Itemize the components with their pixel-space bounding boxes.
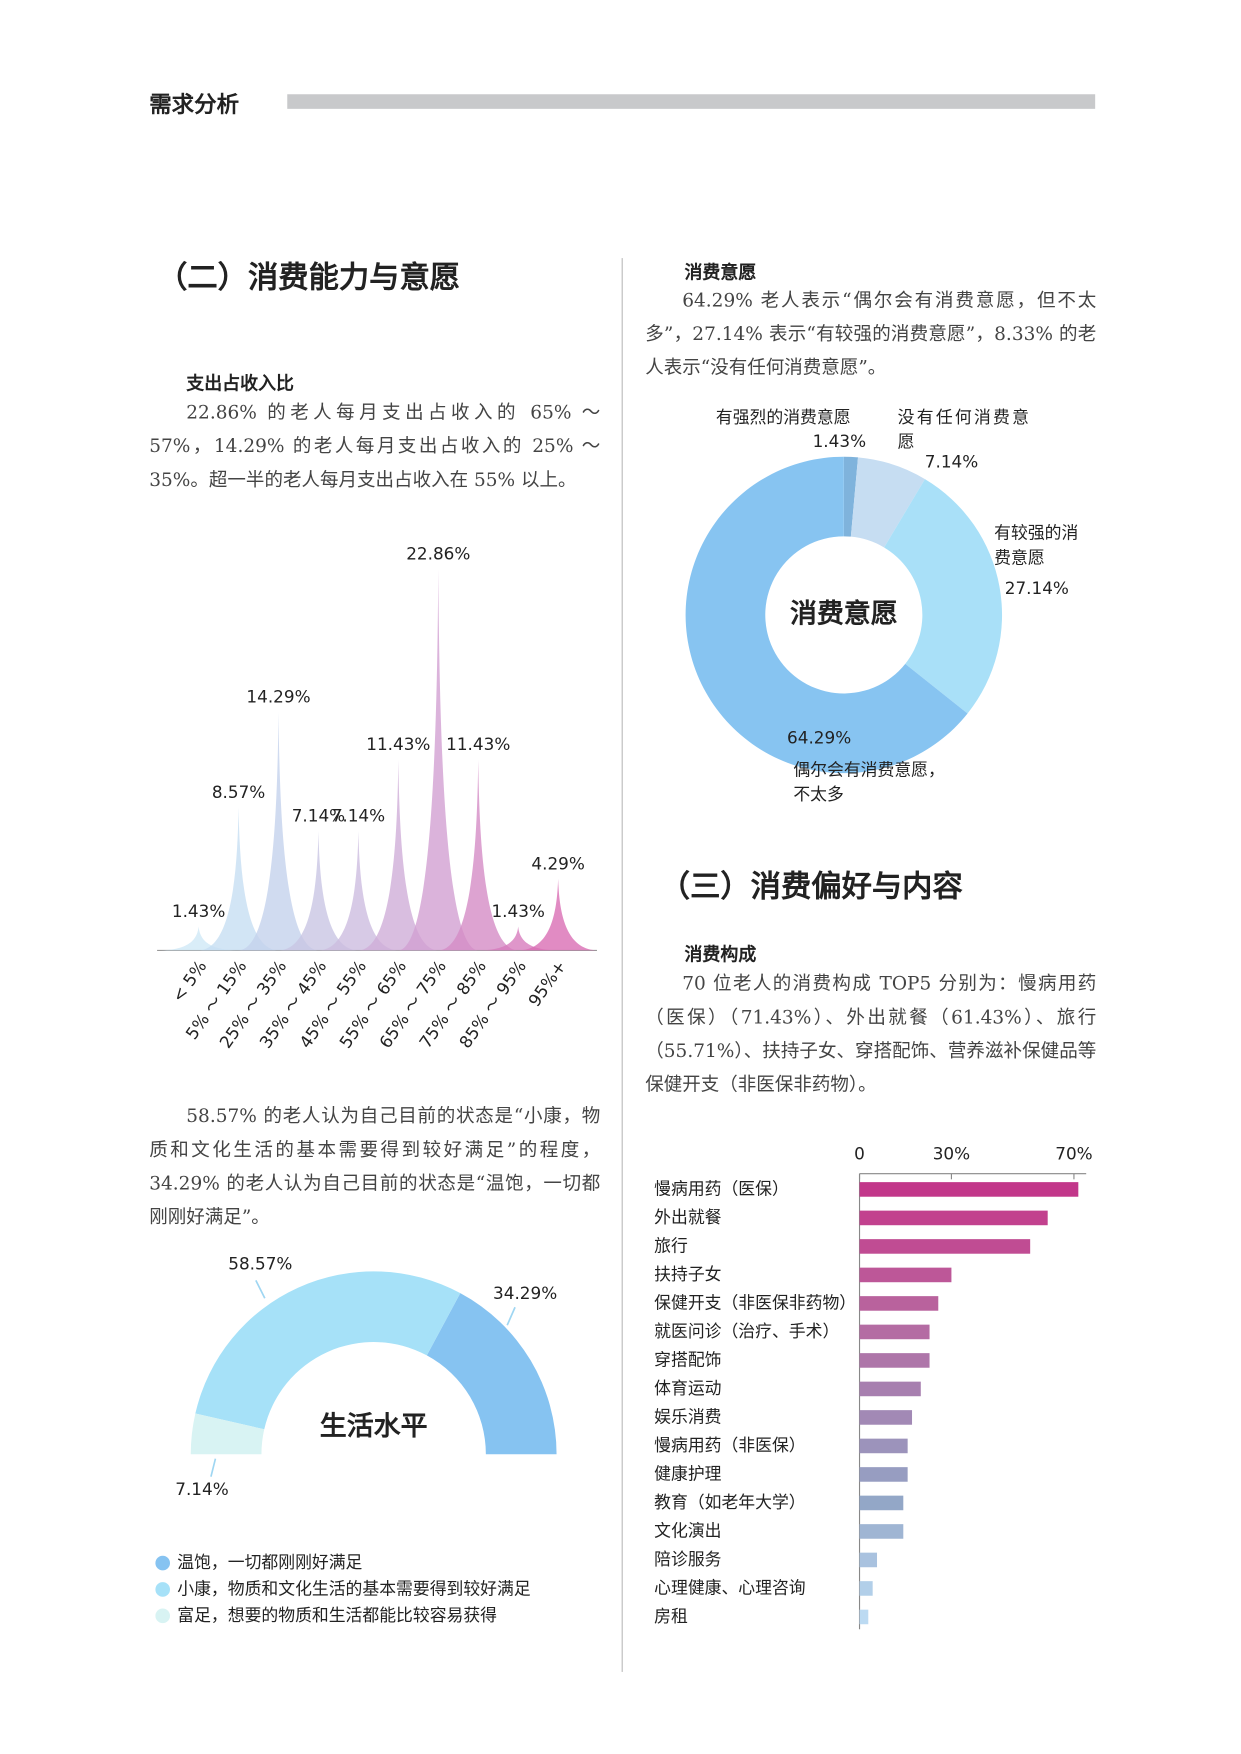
spike [238,711,319,951]
value-label: 1.43% [813,431,866,451]
value-label: 64.29% [787,727,851,747]
y-tick-label: 陪诊服务 [654,1549,721,1569]
y-tick-label: 穿搭配饰 [654,1349,721,1369]
y-tick-label: 外出就餐 [654,1207,721,1227]
bar [859,1210,1048,1226]
y-tick-label: 慢病用药（医保） [654,1178,789,1198]
x-tick-label: 95%+ [524,956,570,1010]
bar [859,1524,904,1539]
bar [859,1182,1079,1197]
bar [859,1324,930,1340]
paragraph: 58.57% 的老人认为自己目前的状态是“小康，物质和文化生活的基本需要得到较好… [149,1105,601,1228]
donut-slice [685,456,968,774]
x-tick-label: 30% [933,1144,970,1164]
value-label: 27.14% [1005,578,1069,598]
legend-swatch [155,1582,170,1597]
y-tick-label: 慢病用药（非医保） [654,1435,805,1455]
value-label: 4.29% [531,853,584,873]
bar [859,1381,921,1397]
bar [859,1552,878,1568]
paragraph: 64.29% 老人表示“偶尔会有消费意愿，但不太多”，27.14% 表示“有较强… [645,289,1097,379]
x-tick-label: 70% [1055,1144,1092,1164]
y-tick-label: 娱乐消费 [654,1406,721,1426]
value-label: 7.14% [332,806,385,826]
value-label: 7.14% [925,451,978,471]
header-title: 需求分析 [149,90,240,118]
bar [859,1267,952,1283]
gauge-segment [190,1413,265,1455]
value-label: 14.29% [246,686,310,706]
y-tick-label: 教育（如老年大学） [654,1492,805,1512]
subtitle: 支出占收入比 [186,372,295,394]
legend-label: 温饱，一切都刚刚好满足 [177,1552,362,1572]
bar [859,1495,904,1511]
value-label: 11.43% [446,734,510,754]
bar [859,1410,913,1425]
slice-label: 偶尔会有消费意愿，不太多 [793,759,945,805]
value-label: 1.43% [491,901,544,921]
center-label: 生活水平 [320,1411,428,1442]
spike [397,568,479,951]
slice-label: 有强烈的消费意愿 [715,407,851,428]
value-label: 1.43% [172,901,225,921]
spike [278,831,359,951]
donut-slice [850,457,925,548]
gauge-segment [426,1293,557,1455]
value-label: 58.57% [228,1254,292,1274]
leader-line [506,1306,516,1326]
value-label: 22.86% [406,543,470,563]
donut-slice [884,479,1003,714]
divider [621,258,623,1672]
y-tick-label: 保健开支（非医保非药物） [654,1292,856,1312]
spike [158,926,240,951]
subtitle: 消费构成 [684,943,757,966]
slice-label: 有较强的消费意愿 [994,522,1079,568]
legend-label: 富足，想要的物质和生活都能比较容易获得 [177,1605,497,1625]
legend-label: 小康，物质和文化生活的基本需要得到较好满足 [177,1578,531,1598]
section-title: （二）消费能力与意愿 [157,260,461,296]
x-tick-label: 0 [854,1144,865,1164]
spike [357,759,439,951]
y-tick-label: 心理健康、心理咨询 [654,1577,805,1597]
spike [517,878,599,951]
spike [318,831,399,951]
spike [198,807,279,951]
y-tick-label: 扶持子女 [654,1264,721,1284]
gauge-segment [195,1271,461,1430]
bar [859,1438,908,1454]
spike [477,926,559,951]
leader-line [255,1279,266,1299]
value-label: 8.57% [212,782,265,802]
y-tick-label: 旅行 [654,1235,688,1255]
bar [859,1239,1031,1254]
header-bar [287,94,1096,109]
donut-slice [843,456,859,537]
y-tick-label: 就医问诊（治疗、手术） [654,1321,839,1341]
bar [859,1296,939,1311]
leader-line [210,1458,217,1477]
paragraph: 70 位老人的消费构成 TOP5 分别为：慢病用药（医保）（71.43%）、外出… [645,972,1097,1096]
legend-swatch [155,1608,170,1624]
y-tick-label: 房租 [654,1606,688,1626]
y-tick-label: 体育运动 [654,1378,721,1398]
y-tick-label: 文化演出 [654,1520,721,1540]
bar [859,1467,908,1482]
value-label: 7.14% [292,806,345,826]
value-label: 7.14% [175,1479,228,1499]
y-tick-label: 健康护理 [654,1463,721,1483]
subtitle: 消费意愿 [684,261,757,283]
paragraph: 22.86% 的老人每月支出占收入的 65% ～ 57%，14.29% 的老人每… [149,401,601,491]
value-label: 11.43% [366,734,430,754]
legend-swatch [155,1555,170,1571]
bar [859,1581,873,1596]
bar [859,1609,869,1625]
bar [859,1353,930,1368]
slice-label: 没有任何消费意愿 [897,407,1032,453]
value-label: 34.29% [493,1283,557,1303]
center-label: 消费意愿 [790,597,898,629]
section-title: （三）消费偏好与内容 [659,869,963,905]
spike [437,759,519,951]
